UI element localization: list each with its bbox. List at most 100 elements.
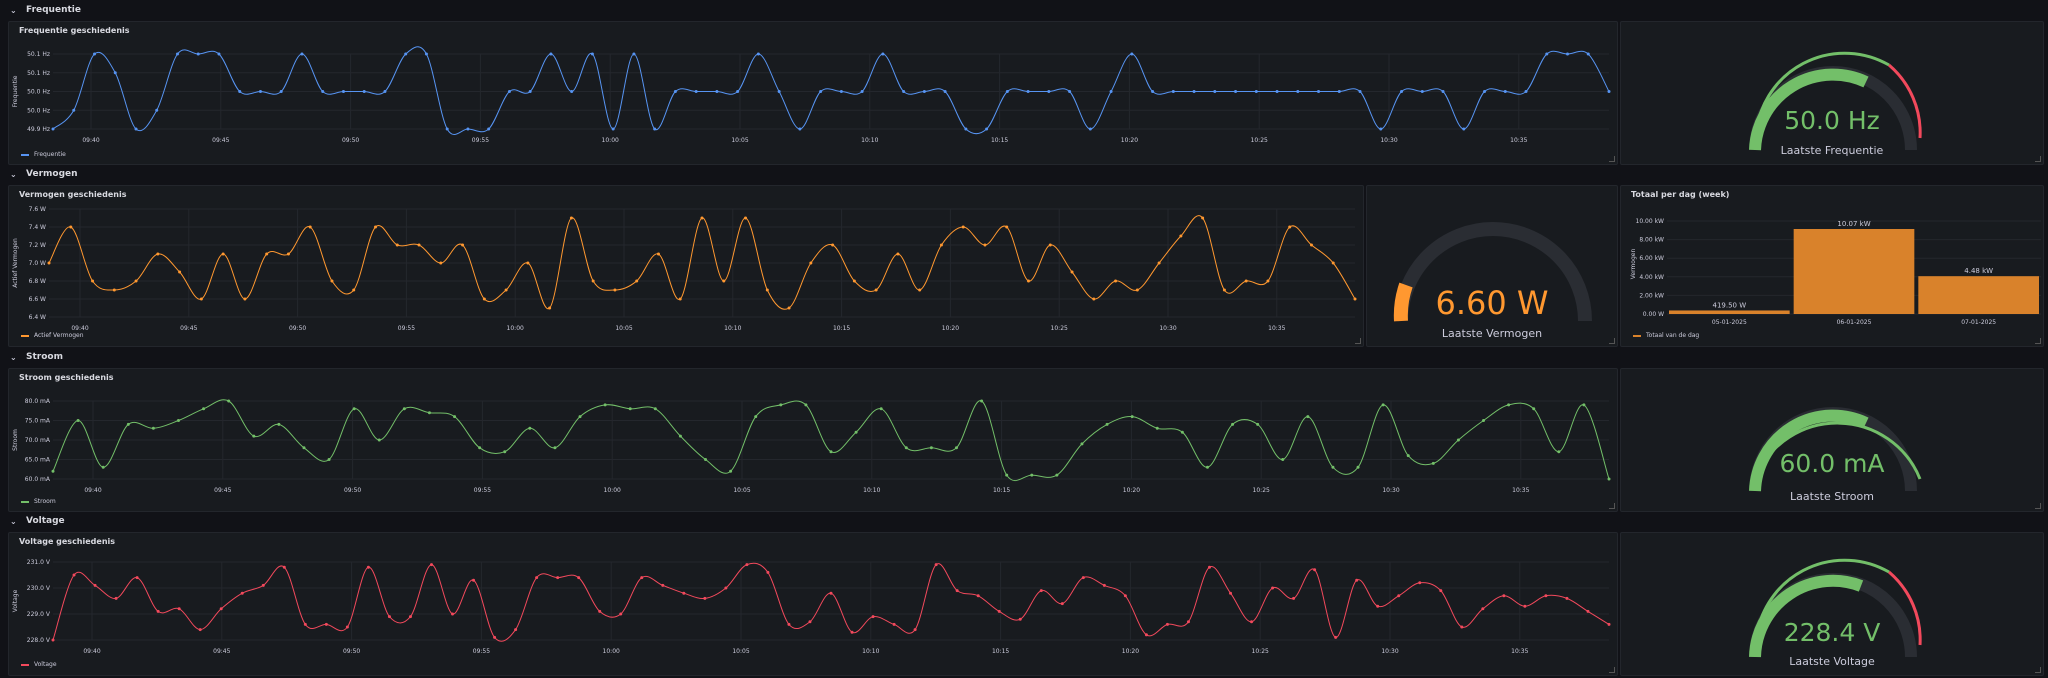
chart-legend[interactable]: Voltage [21,661,57,668]
freq-gauge-panel[interactable]: 50.0 Hz Laatste Frequentie [1620,21,2044,165]
resize-handle[interactable] [1355,338,1361,344]
data-point [1144,633,1148,637]
resize-handle[interactable] [2035,503,2041,509]
y-tick-label: 6.8 W [29,278,46,285]
data-point [1586,609,1590,613]
data-point [1027,279,1030,283]
y-tick-label: 50.0 Hz [27,89,50,96]
data-point [765,288,769,292]
data-point [112,288,116,292]
data-point [611,127,615,131]
data-point [472,578,476,582]
y-tick-label: 228.0 V [27,637,51,644]
resize-handle[interactable] [1609,156,1615,162]
daily-total-panel[interactable]: Totaal per dag (week) Vermogen 10.00 kW 8… [1620,185,2044,347]
data-point [1406,454,1410,458]
row-header-stroom[interactable]: ⌄ Stroom [0,347,2048,367]
y-tick-label: 0.00 W [1643,311,1664,318]
resize-handle[interactable] [1609,667,1615,673]
resize-handle[interactable] [1609,503,1615,509]
data-point [569,216,573,220]
legend-swatch [21,500,29,503]
data-point [1130,52,1134,56]
x-tick-label: 10:30 [1382,487,1399,494]
data-point [1171,90,1175,93]
y-tick-label: 60.0 mA [25,476,51,483]
resize-handle[interactable] [1609,338,1615,344]
data-point [155,108,159,112]
data-point [91,279,95,283]
data-point [852,279,856,283]
data-point [528,426,532,430]
data-point [1356,465,1360,469]
data-point [829,591,833,595]
data-point [503,450,507,454]
data-point [1080,442,1084,446]
data-point [352,288,356,292]
data-point [896,252,900,256]
current-history-panel[interactable]: Stroom geschiedenis Stroom 80.0 mA 75.0 mA… [8,368,1618,512]
x-tick-label: 09:40 [82,137,99,144]
data-point [913,628,917,632]
data-point [1281,458,1285,461]
data-point [779,403,783,407]
data-point [934,563,938,567]
gauge-fill [1749,574,1864,658]
resize-handle[interactable] [2035,667,2041,673]
x-tick-label: 10:00 [602,137,619,144]
chart-legend[interactable]: Actief Vermogen [21,332,84,339]
gauge-threshold-green [1754,558,1890,643]
data-point [1502,594,1506,598]
data-point [1030,473,1034,477]
power-history-panel[interactable]: Vermogen geschiedenis Actief Vermogen 7.6… [8,185,1364,347]
data-point [445,127,449,131]
data-point [964,127,968,131]
data-point [238,90,242,93]
data-point [553,446,557,450]
gauge-value: 6.60 W [1435,284,1549,322]
resize-handle[interactable] [2035,156,2041,162]
data-point [653,407,657,411]
data-point [535,576,539,580]
panel-title: Vermogen geschiedenis [19,190,127,199]
x-tick-label: 05-01-2025 [1712,319,1747,326]
y-tick-label: 7.2 W [29,242,46,249]
x-tick-label: 09:55 [473,648,490,655]
data-point [724,586,728,590]
x-tick-label: 10:20 [1122,648,1139,655]
data-point [177,607,181,611]
current-gauge-panel[interactable]: 60.0 mA Laatste Stroom [1620,368,2044,512]
chart-legend[interactable]: Frequentie [21,151,66,158]
data-point [961,225,965,229]
data-point [656,252,660,256]
chart-legend[interactable]: Totaal van de dag [1633,332,1699,339]
voltage-gauge-panel[interactable]: 228.4 V Laatste Voltage [1620,532,2044,676]
x-tick-label: 10:05 [733,487,750,494]
data-point [1244,279,1248,283]
row-header-vermogen[interactable]: ⌄ Vermogen [0,164,2048,184]
voltage-history-panel[interactable]: Voltage geschiedenis Voltage 231.0 V 230.0… [8,532,1618,676]
y-axis-label: Voltage [12,589,19,612]
y-axis-label: Vermogen [1630,249,1637,280]
power-gauge-panel[interactable]: 6.60 W Laatste Vermogen [1366,185,1618,347]
row-header-frequentie[interactable]: ⌄ Frequentie [0,0,2048,20]
y-tick-label: 2.00 kW [1639,292,1664,299]
data-point [976,594,980,598]
chart-legend[interactable]: Stroom [21,498,56,505]
y-axis-label: Frequentie [12,75,19,107]
data-point [1205,465,1209,469]
y-tick-label: 75.0 mA [25,418,51,425]
row-header-voltage[interactable]: ⌄ Voltage [0,511,2048,531]
bar-value-label: 419.50 W [1713,301,1747,309]
y-tick-label: 6.4 W [29,314,46,321]
data-point [175,52,179,56]
data-point [736,90,740,93]
data-point [556,576,560,580]
data-point [871,615,875,619]
data-point [678,434,682,438]
freq-history-panel[interactable]: Frequentie geschiedenis Frequentie 50.1 H… [8,21,1618,165]
data-point [199,297,203,301]
resize-handle[interactable] [2035,338,2041,344]
data-point [1545,52,1549,56]
data-point [261,583,265,587]
